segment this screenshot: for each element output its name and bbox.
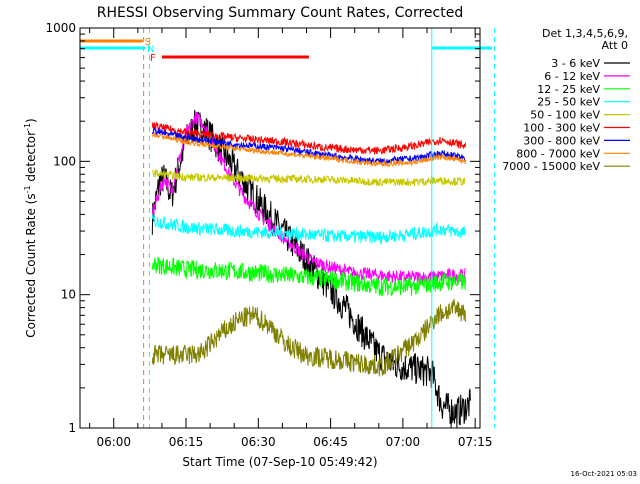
series-line-2 bbox=[151, 256, 466, 297]
x-tick-label: 06:30 bbox=[241, 435, 276, 449]
axes-layer: 1 10 100 1000 06:00 06:15 06:30 06:45 07:00 07:15 bbox=[45, 21, 492, 449]
legend-label: 50 - 100 keV bbox=[530, 109, 600, 122]
legend-label: 25 - 50 keV bbox=[537, 96, 600, 109]
timestamp-label: 16-Oct-2021 05:03 bbox=[571, 470, 637, 478]
legend-label: 6 - 12 keV bbox=[544, 70, 600, 83]
plot-frame bbox=[79, 27, 481, 429]
flag-label-N: N bbox=[147, 44, 154, 55]
x-tick-label: 07:15 bbox=[458, 435, 493, 449]
y-axis-label-sup: -1 bbox=[23, 185, 32, 193]
y-axis-label: Corrected Count Rate (s-1 detector-1) bbox=[23, 118, 38, 337]
legend-header-line: Det 1,3,4,5,6,9, bbox=[542, 27, 628, 40]
y-axis-label-part: ) bbox=[24, 118, 38, 123]
series-line-7 bbox=[151, 131, 466, 168]
legend-label: 800 - 7000 keV bbox=[516, 147, 600, 160]
flag-label-S: S bbox=[145, 37, 151, 48]
series-line-8 bbox=[151, 298, 466, 377]
y-tick-label: 1 bbox=[68, 421, 76, 435]
series-line-3 bbox=[151, 214, 466, 245]
y-axis-label-part: detector bbox=[24, 131, 38, 186]
x-tick-label: 06:15 bbox=[169, 435, 204, 449]
legend-header-line: Att 0 bbox=[602, 39, 628, 52]
x-axis-label: Start Time (07-Sep-10 05:49:42) bbox=[182, 455, 377, 469]
y-axis-label-sup: -1 bbox=[23, 123, 32, 131]
series-layer bbox=[151, 109, 471, 428]
legend-label: 7000 - 15000 keV bbox=[502, 160, 600, 173]
chart-title: RHESSI Observing Summary Count Rates, Co… bbox=[97, 5, 463, 21]
flag-label-F: F bbox=[150, 53, 156, 64]
y-tick-label: 1000 bbox=[45, 21, 76, 35]
y-tick-label: 10 bbox=[61, 288, 76, 302]
series-line-4 bbox=[151, 169, 466, 187]
legend-label: 300 - 800 keV bbox=[523, 134, 600, 147]
y-axis-label-part: Corrected Count Rate (s bbox=[24, 193, 38, 337]
series-line-5 bbox=[151, 121, 466, 155]
legend-label: 12 - 25 keV bbox=[537, 83, 600, 96]
series-line-1 bbox=[151, 111, 466, 284]
x-tick-label: 07:00 bbox=[386, 435, 421, 449]
x-tick-label: 06:00 bbox=[96, 435, 131, 449]
legend-label: 100 - 300 keV bbox=[523, 122, 600, 135]
y-tick-label: 100 bbox=[53, 154, 76, 168]
x-tick-label: 06:45 bbox=[313, 435, 348, 449]
legend-label: 3 - 6 keV bbox=[551, 57, 600, 70]
